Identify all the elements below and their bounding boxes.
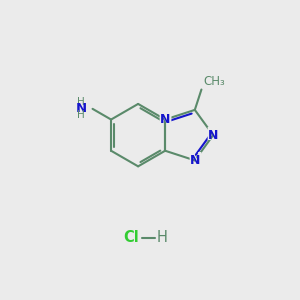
Text: N: N bbox=[187, 152, 202, 169]
Text: N: N bbox=[76, 102, 87, 115]
Text: N: N bbox=[208, 129, 218, 142]
Text: Cl: Cl bbox=[123, 230, 139, 245]
Text: H: H bbox=[77, 110, 85, 120]
Text: H: H bbox=[157, 230, 167, 245]
Text: CH₃: CH₃ bbox=[203, 75, 225, 88]
Text: N: N bbox=[160, 113, 170, 126]
Text: N: N bbox=[206, 126, 221, 144]
Text: N: N bbox=[190, 154, 200, 167]
Text: N: N bbox=[158, 110, 172, 128]
Text: H: H bbox=[77, 97, 85, 107]
